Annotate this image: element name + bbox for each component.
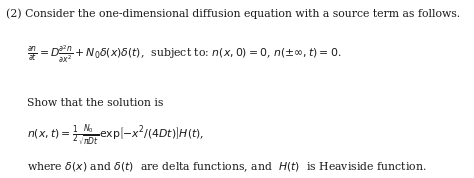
Text: $\frac{\partial n}{\partial t} = D\frac{\partial^2 n}{\partial x^2} + N_0\delta(: $\frac{\partial n}{\partial t} = D\frac{…	[27, 44, 342, 65]
Text: (2) Consider the one-dimensional diffusion equation with a source term as follow: (2) Consider the one-dimensional diffusi…	[6, 8, 460, 19]
Text: Show that the solution is: Show that the solution is	[27, 98, 164, 108]
Text: where $\delta(x)$ and $\delta(t)$  are delta functions, and  $H(t)$  is Heavisid: where $\delta(x)$ and $\delta(t)$ are de…	[27, 160, 427, 174]
Text: $n(x,t) = \frac{1}{2}\frac{N_0}{\sqrt{\pi Dt}}\mathrm{exp}\left[-x^2/(4Dt)\right: $n(x,t) = \frac{1}{2}\frac{N_0}{\sqrt{\p…	[27, 123, 205, 149]
